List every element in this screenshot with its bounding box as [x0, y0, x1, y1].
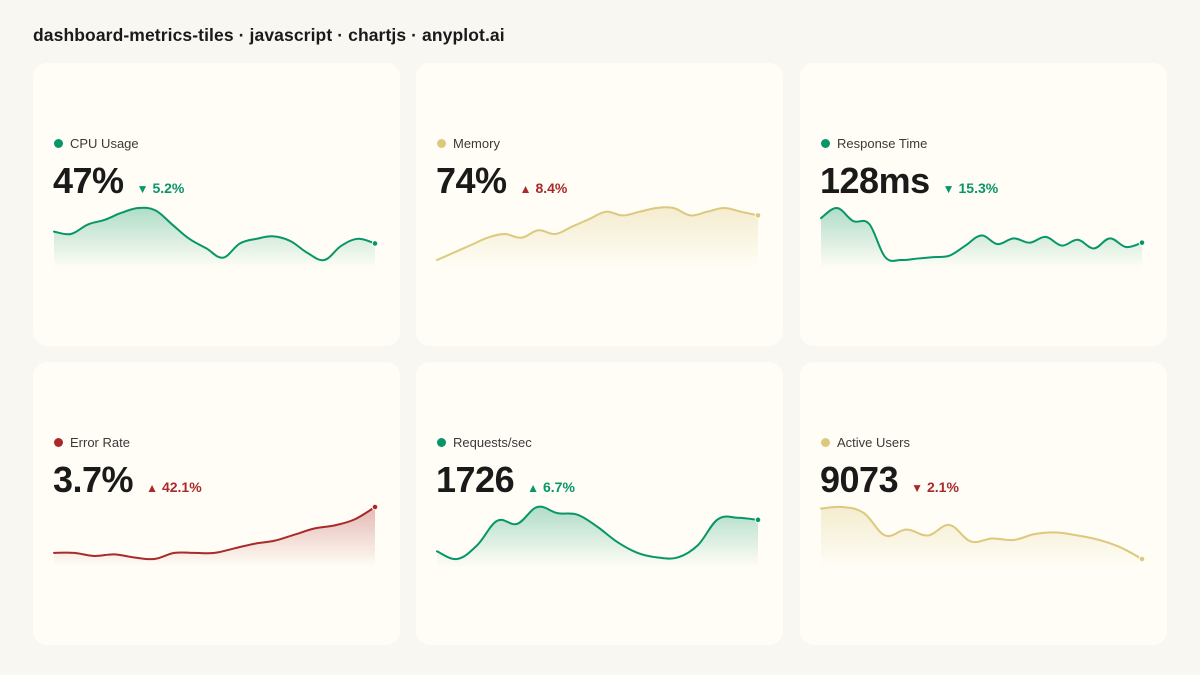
sparkline-chart: [820, 505, 1146, 567]
metric-value: 74%: [436, 160, 507, 201]
sparkline-chart: [436, 206, 762, 268]
metric-label: Memory: [453, 135, 500, 151]
metric-delta: ▼ 15.3%: [943, 180, 999, 196]
metric-delta: ▲ 8.4%: [520, 180, 568, 196]
triangle-up-icon: ▲: [146, 481, 158, 495]
triangle-up-icon: ▲: [527, 481, 539, 495]
sparkline-line: [436, 206, 759, 261]
metric-label: Requests/sec: [453, 434, 532, 450]
sparkline-last-point: [371, 240, 379, 247]
tile-header: Active Users: [821, 434, 910, 450]
metric-label: Response Time: [837, 135, 928, 151]
tile-header: Error Rate: [54, 434, 130, 450]
metric-delta-text: 6.7%: [542, 479, 575, 495]
metric-value-row: 47% ▼ 5.2%: [53, 160, 184, 202]
metric-tile-active-users: Active Users 9073 ▼ 2.1%: [800, 362, 1167, 645]
metric-delta-text: 8.4%: [535, 180, 568, 196]
metric-tile-memory: Memory 74% ▲ 8.4%: [416, 63, 783, 346]
sparkline-line: [53, 206, 376, 262]
status-dot-icon: [821, 437, 830, 447]
status-dot-icon: [54, 437, 63, 447]
status-dot-icon: [437, 437, 446, 447]
sparkline-chart: [53, 503, 379, 567]
tile-header: CPU Usage: [54, 135, 139, 151]
metric-value: 128ms: [820, 160, 930, 201]
metric-value-row: 9073 ▼ 2.1%: [820, 459, 959, 501]
metric-tile-cpu-usage: CPU Usage 47% ▼ 5.2%: [33, 63, 400, 346]
metric-label: CPU Usage: [70, 135, 139, 151]
sparkline-area: [437, 207, 758, 268]
status-dot-icon: [54, 138, 63, 148]
metric-value: 47%: [53, 160, 124, 201]
metric-delta-text: 15.3%: [958, 180, 999, 196]
sparkline-area: [54, 207, 375, 268]
sparkline-last-point: [754, 212, 762, 219]
metric-delta-text: 5.2%: [152, 180, 185, 196]
sparkline-line: [53, 506, 376, 561]
sparkline-chart: [820, 207, 1146, 268]
metric-value-row: 128ms ▼ 15.3%: [820, 160, 998, 202]
sparkline-last-point: [1138, 239, 1146, 246]
page-title: dashboard-metrics-tiles · javascript · c…: [33, 25, 505, 45]
metric-delta-text: 42.1%: [161, 479, 202, 495]
sparkline-line: [820, 207, 1143, 262]
metric-tile-error-rate: Error Rate 3.7% ▲ 42.1%: [33, 362, 400, 645]
metric-delta: ▼ 5.2%: [137, 180, 185, 196]
sparkline-chart: [53, 206, 379, 268]
tile-header: Response Time: [821, 135, 927, 151]
sparkline-area: [821, 506, 1142, 567]
triangle-up-icon: ▲: [519, 182, 532, 196]
tile-header: Requests/sec: [437, 434, 532, 450]
metric-delta: ▲ 6.7%: [527, 479, 575, 495]
metric-value: 9073: [820, 459, 899, 500]
metric-value-row: 74% ▲ 8.4%: [436, 160, 567, 202]
metric-value: 1726: [436, 459, 515, 500]
metric-delta: ▲ 42.1%: [146, 479, 202, 495]
sparkline-line: [820, 505, 1143, 560]
sparkline-line: [436, 505, 759, 561]
status-dot-icon: [437, 138, 446, 148]
metric-label: Error Rate: [70, 434, 130, 450]
metric-tile-requests-per-sec: Requests/sec 1726 ▲ 6.7%: [416, 362, 783, 645]
metric-delta: ▼ 2.1%: [911, 479, 959, 495]
metric-delta-text: 2.1%: [926, 479, 959, 495]
status-dot-icon: [821, 138, 830, 148]
metric-tile-response-time: Response Time 128ms ▼ 15.3%: [800, 63, 1167, 346]
metric-value-row: 3.7% ▲ 42.1%: [53, 459, 202, 501]
sparkline-chart: [436, 505, 762, 567]
metric-label: Active Users: [837, 434, 910, 450]
sparkline-last-point: [754, 516, 762, 524]
sparkline-area: [437, 506, 758, 567]
sparkline-area: [821, 207, 1142, 268]
sparkline-last-point: [1138, 555, 1146, 563]
tile-header: Memory: [437, 135, 500, 151]
metric-value: 3.7%: [53, 459, 134, 500]
triangle-down-icon: ▼: [136, 182, 149, 196]
sparkline-last-point: [371, 503, 379, 511]
triangle-down-icon: ▼: [942, 182, 955, 196]
sparkline-area: [54, 507, 375, 567]
triangle-down-icon: ▼: [911, 481, 923, 495]
metric-value-row: 1726 ▲ 6.7%: [436, 459, 575, 501]
